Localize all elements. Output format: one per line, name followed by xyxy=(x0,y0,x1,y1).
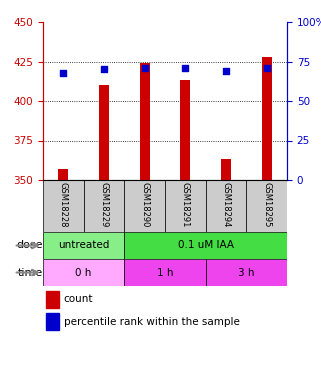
Bar xyxy=(58,169,68,180)
Bar xyxy=(46,291,59,308)
Point xyxy=(223,68,229,74)
Text: 0 h: 0 h xyxy=(75,267,92,278)
Text: GSM18229: GSM18229 xyxy=(100,182,108,227)
Bar xyxy=(180,81,190,180)
Text: 0.1 uM IAA: 0.1 uM IAA xyxy=(178,240,234,250)
Text: count: count xyxy=(64,294,93,304)
Point xyxy=(264,65,269,71)
Text: percentile rank within the sample: percentile rank within the sample xyxy=(64,316,240,327)
Bar xyxy=(43,259,124,286)
Bar xyxy=(43,232,124,259)
Bar xyxy=(99,85,109,180)
Bar xyxy=(84,180,124,232)
Bar xyxy=(46,314,59,330)
Text: GSM18290: GSM18290 xyxy=(140,182,149,227)
Point xyxy=(142,65,147,71)
Bar xyxy=(206,180,246,232)
Text: dose: dose xyxy=(16,240,43,250)
Point xyxy=(101,66,107,72)
Text: GSM18294: GSM18294 xyxy=(221,182,230,227)
Bar xyxy=(124,232,287,259)
Bar xyxy=(262,57,272,180)
Bar xyxy=(165,180,206,232)
Point xyxy=(183,65,188,71)
Bar xyxy=(221,159,231,180)
Bar xyxy=(206,259,287,286)
Text: GSM18291: GSM18291 xyxy=(181,182,190,227)
Bar xyxy=(124,180,165,232)
Text: 1 h: 1 h xyxy=(157,267,173,278)
Point xyxy=(61,69,66,75)
Text: untreated: untreated xyxy=(58,240,109,250)
Bar xyxy=(124,259,206,286)
Text: GSM18295: GSM18295 xyxy=(262,182,271,227)
Text: 3 h: 3 h xyxy=(238,267,255,278)
Text: time: time xyxy=(18,267,43,278)
Bar xyxy=(43,180,84,232)
Bar xyxy=(246,180,287,232)
Bar xyxy=(140,63,150,180)
Text: GSM18228: GSM18228 xyxy=(59,182,68,227)
